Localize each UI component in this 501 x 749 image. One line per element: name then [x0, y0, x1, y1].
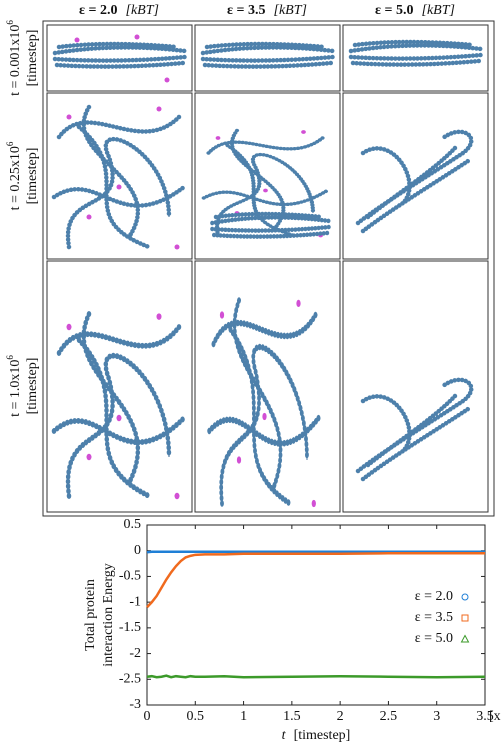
legend-label: ε = 2.0: [415, 589, 453, 604]
row-label-exp: 6: [5, 141, 15, 146]
x-axis-unit: [timestep]: [294, 728, 351, 743]
y-tick-label: 0.5: [124, 517, 142, 532]
row-header: t = 0.25x106[timestep]: [5, 141, 40, 210]
y-axis-label-line: interaction Energy: [101, 563, 116, 667]
y-tick-label: -1.5: [119, 620, 141, 635]
series-line: [146, 674, 486, 679]
y-tick-label: -2.5: [119, 672, 141, 687]
x-tick-label: 2.5: [380, 709, 398, 724]
row-header: t = 1.0x106[timestep]: [5, 355, 40, 417]
grid-frame: [42, 20, 495, 517]
row-label-exp: 6: [5, 355, 15, 360]
plot-frame: [146, 524, 486, 706]
y-tick-label: -2: [129, 646, 141, 661]
x-tick-label: 1.5: [283, 709, 301, 724]
row-label: t = 1.0x106: [5, 355, 23, 417]
y-tick-label: -0.5: [119, 569, 141, 584]
row-label: t = 0.001x106: [5, 20, 23, 96]
column-label: ε = 5.0: [375, 3, 413, 18]
row-label-main: t = 0.25x10: [8, 146, 23, 210]
row-label: t = 0.25x106: [5, 141, 23, 210]
y-axis-label: Total protein interaction Energy: [83, 563, 116, 667]
row-unit: [timestep]: [25, 30, 40, 87]
row-label-main: t = 0.001x10: [8, 25, 23, 96]
legend-marker: [461, 614, 469, 622]
column-unit: [kBT]: [126, 3, 159, 18]
column-unit: [kBT]: [274, 3, 307, 18]
series-line: [146, 550, 485, 554]
x-tick-label: 0.5: [187, 709, 205, 724]
legend-label: ε = 5.0: [415, 631, 453, 646]
column-header: ε = 5.0 [kBT]: [375, 3, 455, 18]
column-header: ε = 3.5 [kBT]: [227, 3, 307, 18]
x-tick-label: 3.5: [476, 709, 494, 724]
column-header: ε = 2.0 [kBT]: [79, 3, 159, 18]
column-label: ε = 2.0: [79, 3, 117, 18]
row-label-main: t = 1.0x10: [8, 360, 23, 417]
y-tick-label: 0: [134, 543, 141, 558]
y-tick-label: -1: [129, 594, 141, 609]
legend-marker: [460, 634, 470, 643]
x-tick-label: 1: [240, 709, 247, 724]
legend-marker: [461, 593, 469, 601]
column-label: ε = 3.5: [227, 3, 265, 18]
x-multiplier: [x106]: [489, 709, 501, 725]
x-axis-var: t: [282, 728, 287, 743]
x-tick-label: 3: [433, 709, 440, 724]
row-unit: [timestep]: [25, 148, 40, 205]
row-label-exp: 6: [5, 20, 15, 25]
y-tick-label: -3: [129, 697, 141, 712]
row-header: t = 0.001x106[timestep]: [5, 20, 40, 96]
row-unit: [timestep]: [25, 358, 40, 415]
x-multiplier-base: [x10: [489, 709, 501, 724]
x-tick-label: 0: [144, 709, 151, 724]
y-axis-label-line: Total protein: [83, 579, 98, 651]
column-unit: [kBT]: [422, 3, 455, 18]
x-axis-label: t [timestep]: [282, 728, 351, 743]
x-tick-label: 2: [337, 709, 344, 724]
snapshot-grid: [46, 24, 489, 513]
series-line: [146, 552, 485, 609]
legend-label: ε = 3.5: [415, 610, 453, 625]
